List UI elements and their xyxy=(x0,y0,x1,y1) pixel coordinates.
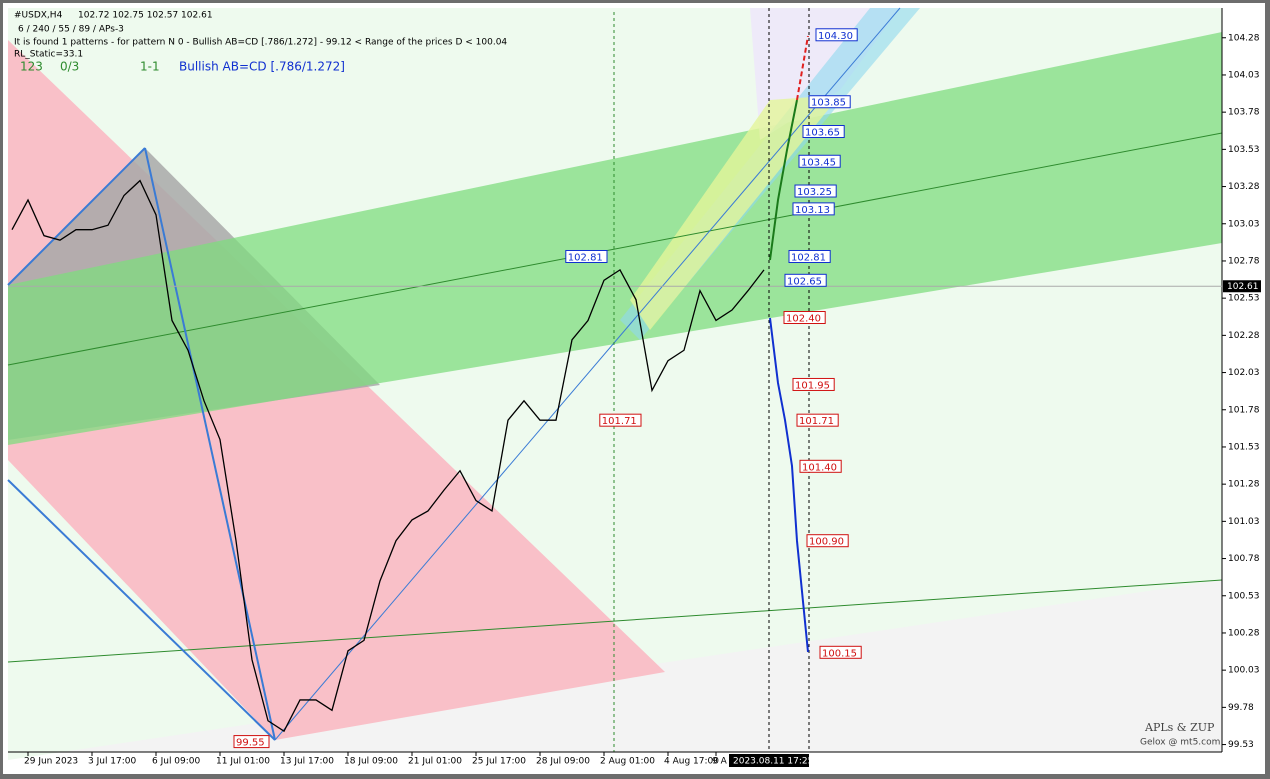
level-label: 101.71 xyxy=(602,416,637,427)
y-tick-label: 102.03 xyxy=(1228,368,1260,378)
level-label: 102.65 xyxy=(787,276,822,287)
y-tick-label: 100.28 xyxy=(1228,628,1260,638)
x-tick-label: 11 Jul 01:00 xyxy=(216,757,270,767)
y-tick-label: 103.53 xyxy=(1228,145,1260,155)
level-box xyxy=(815,28,858,42)
level-label: 100.15 xyxy=(822,648,857,659)
y-tick-label: 99.78 xyxy=(1228,703,1254,713)
x-tick-label: 3 Jul 17:00 xyxy=(88,757,137,767)
y-tick-label: 101.03 xyxy=(1228,517,1260,527)
x-tick-label: 6 Jul 09:00 xyxy=(152,757,201,767)
level-box xyxy=(819,645,862,659)
zigzag xyxy=(7,147,146,286)
level-box xyxy=(792,377,835,391)
projection-down xyxy=(769,317,809,653)
y-tick-label: 100.53 xyxy=(1228,591,1260,601)
green-channel xyxy=(8,32,1222,445)
ratio: 0/3 xyxy=(60,60,79,74)
price-line xyxy=(11,179,765,733)
level-box xyxy=(783,311,826,325)
level-label: 102.40 xyxy=(786,314,821,325)
level-label: 99.55 xyxy=(236,738,265,749)
y-tick-label: 101.78 xyxy=(1228,405,1260,415)
crosshair-box xyxy=(729,754,809,767)
y-tick-label: 103.03 xyxy=(1228,219,1260,229)
x-tick-label: 25 Jul 17:00 xyxy=(472,757,526,767)
level-box xyxy=(788,249,831,263)
header-line: 6 / 240 / 55 / 89 / APs-3 xyxy=(18,25,124,35)
y-tick-label: 104.03 xyxy=(1228,70,1260,80)
header-line: RL_Static=33.1 xyxy=(14,50,83,60)
x-tick-label: 18 Jul 09:00 xyxy=(344,757,398,767)
last-price-box xyxy=(1223,280,1261,293)
level-label: 101.95 xyxy=(795,380,830,391)
y-tick-label: 104.28 xyxy=(1228,33,1260,43)
x-tick-label: 21 Jul 01:00 xyxy=(408,757,462,767)
level-label: 103.25 xyxy=(797,187,832,198)
level-box xyxy=(796,413,839,427)
level-box xyxy=(792,202,835,216)
symbol: #USDX,H4 xyxy=(14,11,63,21)
level-box xyxy=(233,735,270,749)
level-box xyxy=(806,534,849,548)
level-box xyxy=(794,184,837,198)
x-tick-label: 29 Jun 2023 xyxy=(24,757,78,767)
median-line xyxy=(7,132,1223,366)
count: 123 xyxy=(20,60,43,74)
x-tick-label: 28 Jul 09:00 xyxy=(536,757,590,767)
level-label: 102.81 xyxy=(568,252,603,263)
level-box xyxy=(565,249,608,263)
y-tick-label: 100.03 xyxy=(1228,666,1260,676)
level-label: 103.45 xyxy=(801,157,836,168)
level-box xyxy=(808,95,851,109)
level-label: 103.13 xyxy=(795,205,830,216)
level-label: 104.30 xyxy=(818,31,853,42)
channel-line xyxy=(7,579,1223,663)
x-tick-label: 13 Jul 17:00 xyxy=(280,757,334,767)
x-tick-label: 2 Aug 01:00 xyxy=(600,757,655,767)
fork-line xyxy=(274,7,901,741)
projection-target xyxy=(796,35,809,101)
site: Gelox @ mt5.com xyxy=(1140,738,1220,748)
level-label: 103.85 xyxy=(811,98,846,109)
level-label: 101.40 xyxy=(802,462,837,473)
y-tick-label: 102.78 xyxy=(1228,256,1260,266)
level-label: 103.65 xyxy=(805,128,840,139)
yellow-band xyxy=(630,95,840,330)
last-price-label: 102.61 xyxy=(1227,282,1259,292)
x-tick-label: 9 A xyxy=(712,757,728,767)
y-tick-label: 102.28 xyxy=(1228,331,1260,341)
y-tick-label: 103.78 xyxy=(1228,108,1260,118)
crosshair-time: 2023.08.11 17:25 xyxy=(733,757,813,767)
level-box xyxy=(798,154,841,168)
y-tick-label: 101.28 xyxy=(1228,480,1260,490)
brand: APLs & ZUP xyxy=(1144,721,1215,734)
header-line: It is found 1 patterns - for pattern N 0… xyxy=(14,38,507,48)
y-tick-label: 99.53 xyxy=(1228,740,1254,750)
level-box xyxy=(802,125,845,139)
level: 1-1 xyxy=(140,60,160,74)
pattern-name: Bullish AB=CD [.786/1.272] xyxy=(179,60,345,74)
level-box xyxy=(599,413,642,427)
projection-up xyxy=(769,99,798,261)
zigzag xyxy=(144,147,276,741)
level-box xyxy=(799,459,842,473)
level-box xyxy=(784,273,827,287)
trend-line xyxy=(7,479,276,741)
level-label: 101.71 xyxy=(799,416,834,427)
y-tick-label: 101.53 xyxy=(1228,442,1260,452)
y-tick-label: 103.28 xyxy=(1228,182,1260,192)
level-label: 102.81 xyxy=(791,252,826,263)
ohlc: 102.72 102.75 102.57 102.61 xyxy=(78,11,213,21)
y-tick-label: 100.78 xyxy=(1228,554,1260,564)
x-tick-label: 4 Aug 17:00 xyxy=(664,757,719,767)
level-label: 100.90 xyxy=(809,537,844,548)
y-tick-label: 102.53 xyxy=(1228,294,1260,304)
